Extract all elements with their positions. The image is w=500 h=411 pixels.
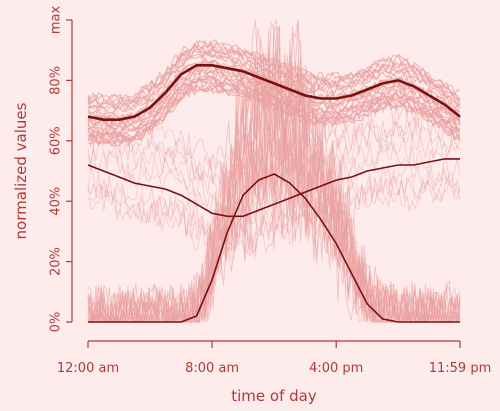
background-series-line xyxy=(87,168,461,252)
x-tick-label: 8:00 am xyxy=(185,361,239,376)
y-tick-label: 20% xyxy=(49,247,64,276)
x-ticks: 12:00 am 8:00 am 4:00 pm 11:59 pm xyxy=(57,341,491,376)
background-series-line xyxy=(87,94,461,323)
y-tick-label: max xyxy=(49,6,64,35)
highlight-series-group xyxy=(87,64,461,323)
x-axis-title: time of day xyxy=(231,387,317,405)
y-tick-label: 80% xyxy=(49,66,64,95)
y-tick-label: 40% xyxy=(49,187,64,216)
y-ticks: 0% 20% 40% 60% 80% max xyxy=(49,6,72,333)
background-series-line xyxy=(88,19,461,324)
y-tick-label: 60% xyxy=(49,126,64,155)
x-tick-label: 12:00 am xyxy=(57,361,119,376)
highlight-series-line xyxy=(87,64,461,121)
axes xyxy=(71,20,460,342)
background-series-group xyxy=(87,18,461,324)
highlight-series-line xyxy=(87,158,460,218)
background-series-line xyxy=(87,140,461,224)
highlight-series-line xyxy=(88,173,460,323)
y-axis-title: normalized values xyxy=(12,102,30,239)
background-series-line xyxy=(87,176,461,263)
x-tick-label: 4:00 pm xyxy=(309,361,363,376)
y-tick-label: 0% xyxy=(49,312,64,333)
background-series-line xyxy=(87,156,461,242)
x-tick-label: 11:59 pm xyxy=(429,361,492,376)
background-series-line xyxy=(87,111,461,191)
